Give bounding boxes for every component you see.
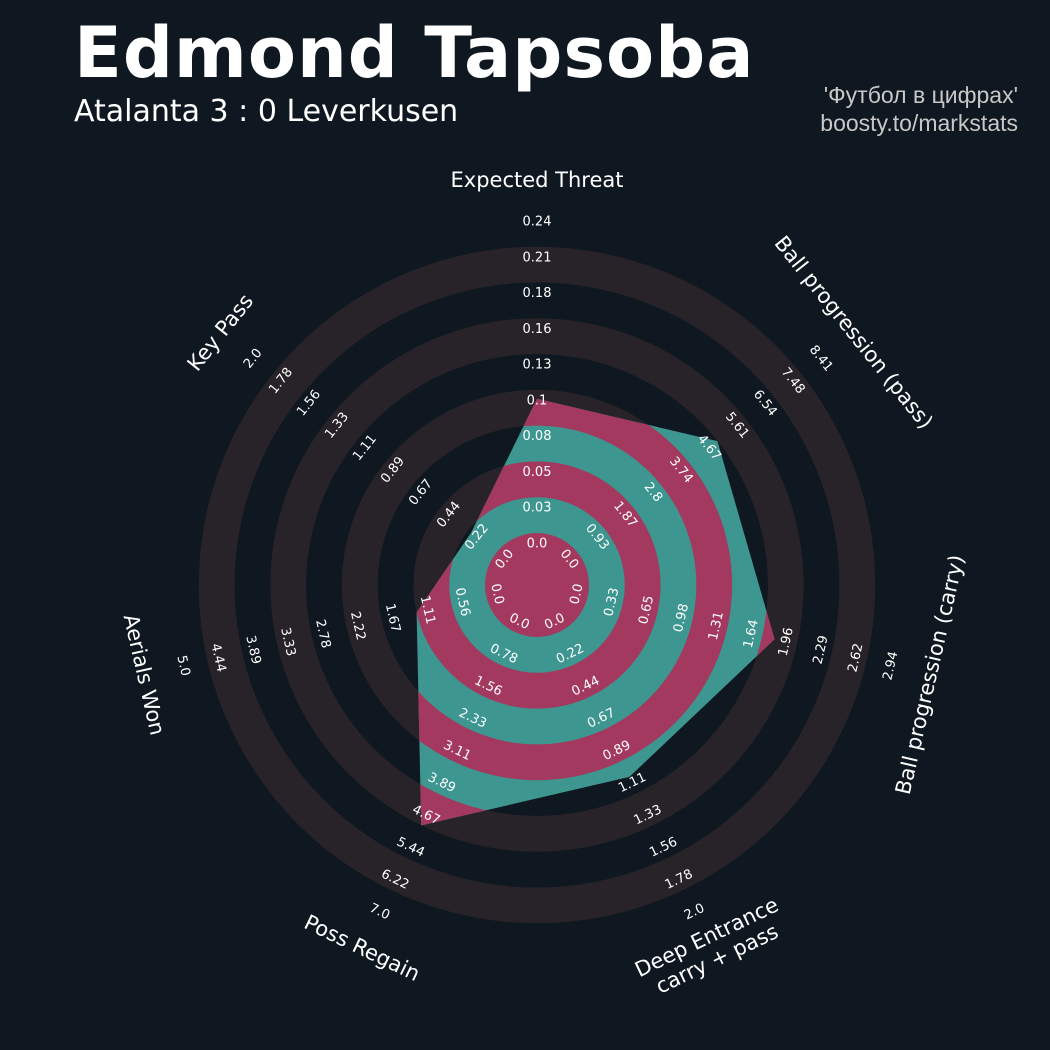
radar-tick-label: 0.05 — [523, 465, 552, 480]
radar-tick-label: 0.0 — [487, 582, 506, 606]
radar-param-label: Expected Threat — [451, 168, 624, 192]
radar-tick-label: 1.11 — [417, 594, 438, 626]
radar-tick-label: 0.0 — [567, 582, 586, 606]
radar-tick-label: 4.44 — [207, 642, 228, 674]
radar-tick-label: 0.1 — [527, 393, 548, 408]
radar-tick-label: 0.24 — [523, 215, 552, 230]
radar-tick-label: 0.65 — [636, 594, 657, 626]
radar-tick-label: 0.56 — [452, 586, 473, 618]
radar-tick-label: 0.13 — [523, 358, 552, 373]
player-name-title: Edmond Tapsoba — [74, 12, 755, 94]
radar-tick-label: 2.22 — [347, 610, 368, 642]
radar-tick-label: 0.0 — [527, 537, 548, 552]
radar-tick-label: 1.67 — [382, 602, 403, 634]
radar-tick-label: 5.0 — [173, 654, 192, 678]
radar-tick-label: 1.31 — [706, 610, 727, 642]
radar-tick-label: 0.18 — [523, 286, 552, 301]
match-subtitle: Atalanta 3 : 0 Leverkusen — [74, 94, 459, 129]
radar-tick-label: 0.03 — [523, 501, 552, 516]
radar-core-disc — [485, 533, 589, 637]
credit-line-2: boosty.to/markstats — [820, 110, 1018, 136]
radar-tick-label: 2.78 — [312, 618, 333, 650]
radar-value-shape — [416, 398, 775, 826]
radar-tick-label: 1.96 — [776, 626, 797, 658]
radar-tick-label: 0.98 — [671, 602, 692, 634]
radar-tick-label: 3.89 — [242, 634, 263, 666]
radar-tick-label: 2.94 — [880, 650, 901, 682]
radar-tick-label: 1.64 — [741, 618, 762, 650]
radar-tick-label: 2.62 — [845, 642, 866, 674]
credit-line-1: 'Футбол в цифрах' — [823, 82, 1018, 108]
radar-tick-label: 3.33 — [277, 626, 298, 658]
radar-param-label: Aerials Won — [119, 612, 170, 738]
radar-tick-label: 0.21 — [523, 250, 552, 265]
radar-tick-label: 2.29 — [811, 634, 832, 666]
radar-tick-label: 0.16 — [523, 322, 552, 337]
radar-tick-label: 0.08 — [523, 429, 552, 444]
radar-tick-label: 0.33 — [601, 586, 622, 618]
